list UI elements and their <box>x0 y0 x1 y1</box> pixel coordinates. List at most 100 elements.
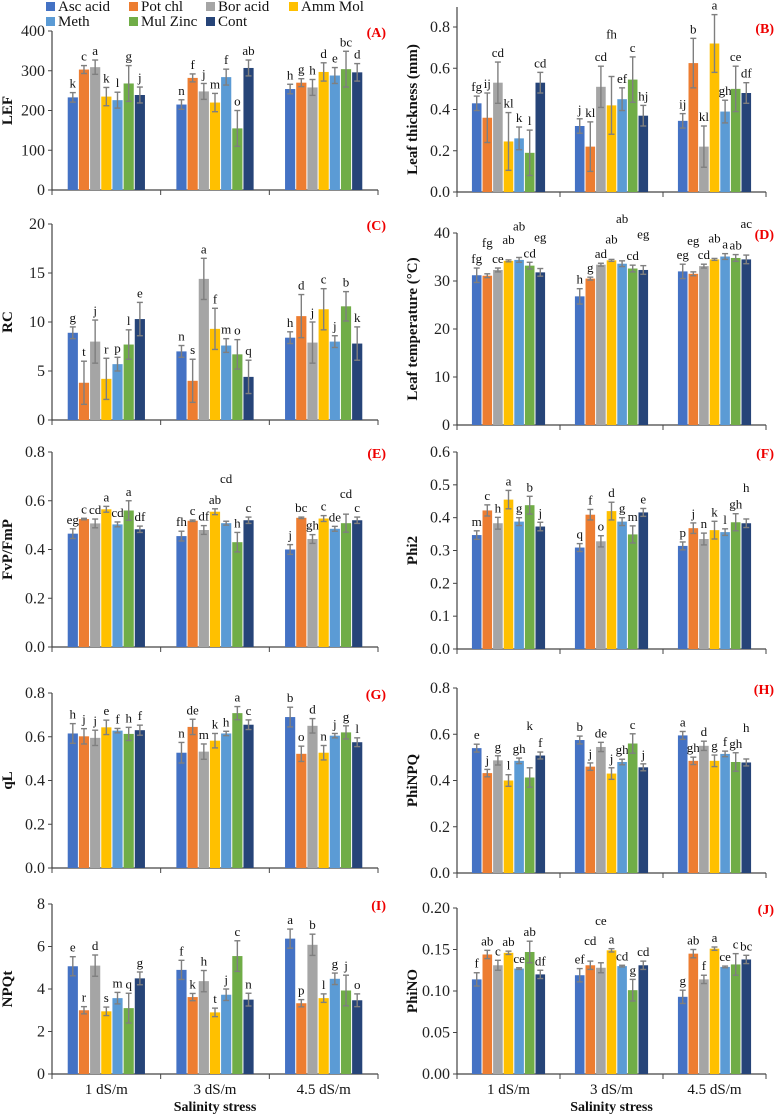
bar <box>617 762 627 873</box>
significance-letter: d <box>320 46 327 61</box>
bar <box>296 316 307 420</box>
bar <box>596 264 606 425</box>
bar <box>606 260 617 425</box>
significance-letter: cd <box>220 471 233 486</box>
legend-item: Amm Mol <box>289 0 364 15</box>
bar <box>176 351 187 420</box>
bar <box>78 69 90 190</box>
bar <box>688 528 699 649</box>
legend-label: Mul Zinc <box>141 14 198 30</box>
significance-letter: e <box>103 703 109 718</box>
significance-letter: s <box>104 990 109 1005</box>
significance-letter: bc <box>740 938 753 953</box>
y-tick-label: 40 <box>434 225 450 242</box>
legend-item: Bor acid <box>206 0 270 15</box>
bar <box>482 275 493 425</box>
bar <box>90 341 101 420</box>
bar <box>209 1012 221 1074</box>
significance-letter: j <box>310 305 315 320</box>
bar <box>493 965 503 1074</box>
significance-letter: f <box>213 291 218 306</box>
significance-letter: c <box>495 943 501 958</box>
significance-letter: f <box>179 943 184 958</box>
bar <box>243 999 254 1074</box>
y-tick-label: 0.4 <box>25 773 45 790</box>
panel-j: 0.000.050.100.150.20PhiNO(J)fabcabceabdf… <box>405 900 774 1115</box>
significance-letter: l <box>507 758 511 773</box>
significance-letter: g <box>298 62 305 77</box>
bar <box>123 1008 134 1074</box>
y-tick-label: 20 <box>434 321 450 338</box>
bar <box>741 523 752 649</box>
significance-letter: ab <box>242 43 254 58</box>
bar <box>535 526 546 649</box>
significance-letter: e <box>640 491 646 506</box>
y-tick-label: 0.2 <box>25 590 45 607</box>
significance-letter: d <box>92 938 99 953</box>
significance-letter: df <box>535 953 547 968</box>
y-axis-title: LEF <box>0 96 16 125</box>
bar <box>67 966 78 1074</box>
bar <box>606 950 617 1074</box>
significance-letter: n <box>701 516 708 531</box>
bar <box>352 72 363 190</box>
y-tick-label: 400 <box>21 23 45 40</box>
legend-item: Meth <box>46 14 90 30</box>
bar <box>296 753 307 868</box>
bar <box>514 521 524 649</box>
significance-letter: cd <box>524 245 537 260</box>
significance-letter: fg <box>471 251 482 266</box>
bar <box>585 965 596 1074</box>
significance-letter: l <box>723 512 727 527</box>
bar <box>232 713 243 868</box>
significance-letter: c <box>246 500 252 515</box>
significance-letter: j <box>287 528 292 543</box>
y-tick-label: 10 <box>434 369 450 386</box>
bar <box>90 523 101 647</box>
y-tick-label: 10 <box>29 314 45 331</box>
bar <box>471 535 482 649</box>
bar <box>535 272 546 425</box>
y-tick-label: 0 <box>442 417 450 434</box>
legend-label: Meth <box>58 14 90 30</box>
bar <box>627 990 638 1074</box>
significance-letter: n <box>245 976 252 991</box>
bar <box>596 541 606 649</box>
bar <box>209 102 221 190</box>
significance-letter: gh <box>616 742 630 757</box>
significance-letter: t <box>82 344 86 359</box>
y-tick-label: 0.15 <box>422 942 450 959</box>
bar <box>134 319 145 420</box>
bar <box>699 146 709 192</box>
significance-letter: l <box>127 313 131 328</box>
significance-letter: f <box>115 711 120 726</box>
significance-letter: h <box>495 500 502 515</box>
significance-letter: fh <box>606 27 617 42</box>
y-axis-title: RC <box>0 311 16 333</box>
bar <box>78 519 90 647</box>
significance-letter: h <box>287 315 294 330</box>
bar <box>471 748 482 873</box>
bar <box>78 736 90 868</box>
y-tick-label: 0.4 <box>430 102 450 119</box>
bar <box>514 138 524 192</box>
panel-label: (A) <box>367 26 387 41</box>
significance-letter: ce <box>513 951 525 966</box>
significance-letter: c <box>234 924 240 939</box>
significance-letter: k <box>103 70 110 85</box>
significance-letter: de <box>187 702 200 717</box>
bar <box>677 271 688 425</box>
significance-letter: h <box>223 714 230 729</box>
bar <box>585 278 596 425</box>
significance-letter: c <box>81 49 87 64</box>
significance-letter: g <box>495 739 502 754</box>
bar <box>78 1010 90 1074</box>
legend: Asc acid Pot chl Bor acid Amm Mol Meth Mul Zi… <box>46 0 364 30</box>
bar <box>574 296 585 425</box>
bar <box>514 968 524 1074</box>
bar <box>482 954 493 1074</box>
bar <box>112 998 123 1074</box>
significance-letter: cd <box>534 55 547 70</box>
significance-letter: ab <box>687 933 699 948</box>
significance-letter: e <box>137 285 143 300</box>
